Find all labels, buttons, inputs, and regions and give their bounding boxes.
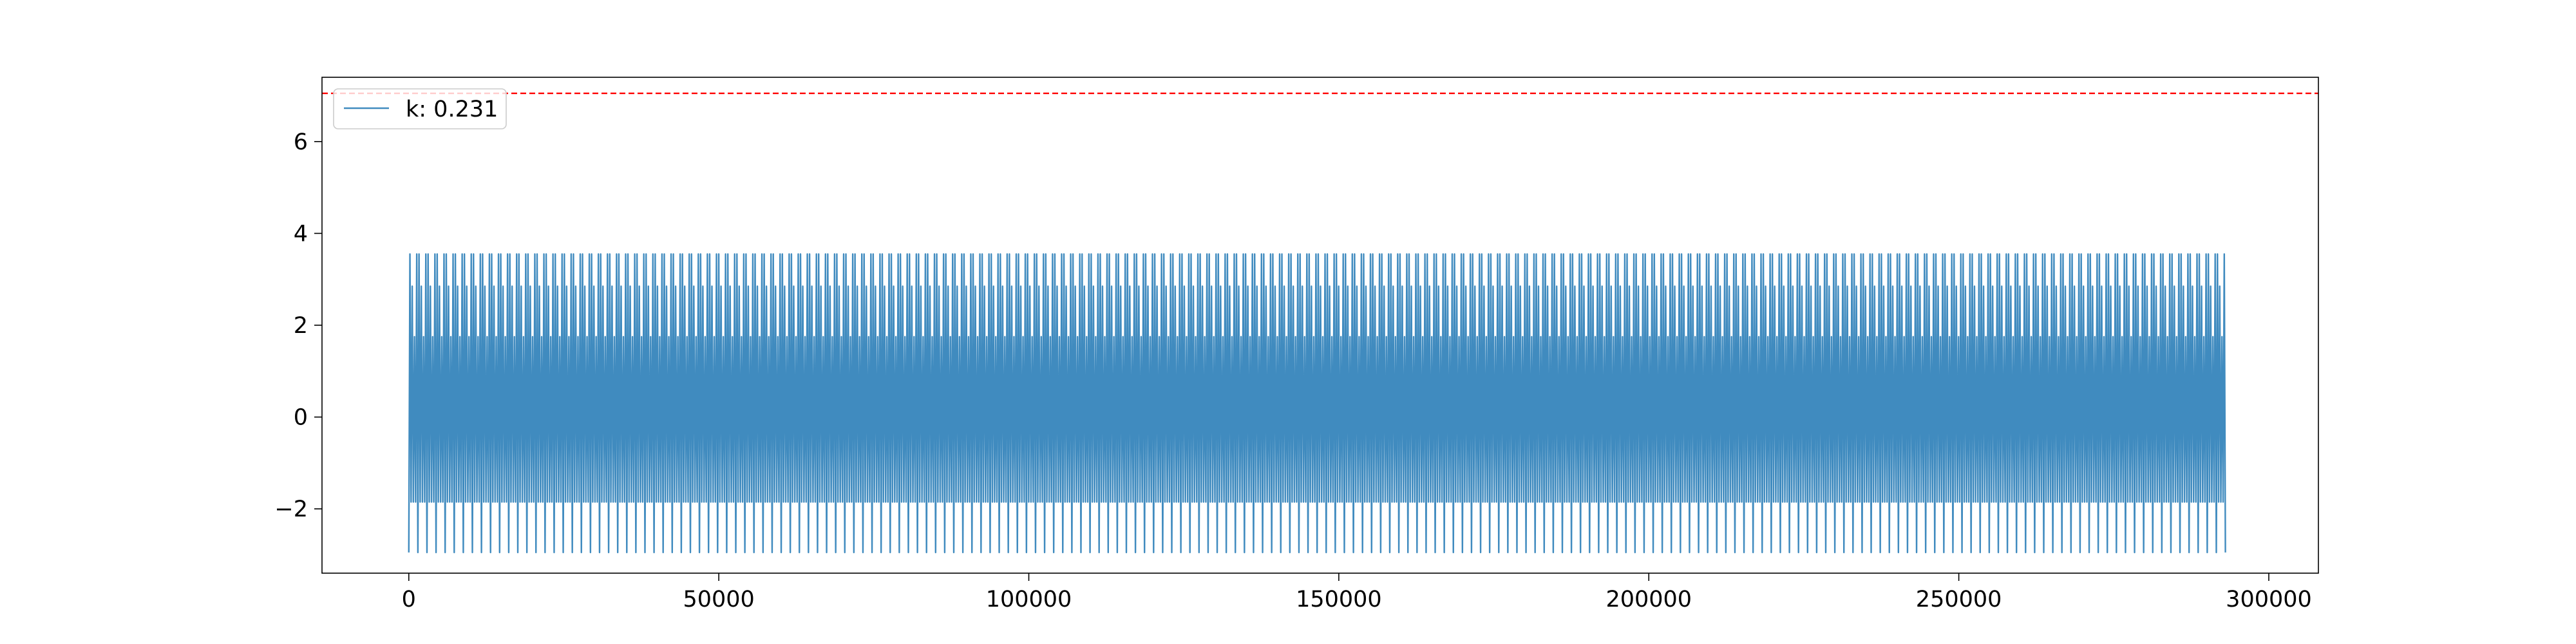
plot-area [322, 92, 2318, 554]
y-tick-label: 6 [294, 129, 308, 155]
y-tick-label: 4 [294, 221, 308, 247]
legend-box [333, 88, 507, 129]
x-tick-label: 200000 [1605, 587, 1692, 612]
y-tick-label: 2 [294, 313, 308, 339]
x-tick-label: 250000 [1916, 587, 2002, 612]
x-axis: 0 50000 100000 150000 200000 250000 300000 [402, 573, 2312, 612]
y-tick-label: 0 [294, 405, 308, 431]
x-tick-label: 50000 [683, 587, 754, 612]
x-tick-label: 150000 [1296, 587, 1382, 612]
y-tick-label: −2 [274, 497, 308, 522]
legend-label: k: 0.231 [406, 97, 498, 122]
x-tick-label: 300000 [2226, 587, 2312, 612]
x-tick-label: 100000 [986, 587, 1072, 612]
legend: k: 0.231 [333, 88, 507, 129]
y-axis: −2 0 2 4 6 [274, 129, 322, 522]
x-tick-label: 0 [402, 587, 416, 612]
series-line [408, 253, 2226, 554]
